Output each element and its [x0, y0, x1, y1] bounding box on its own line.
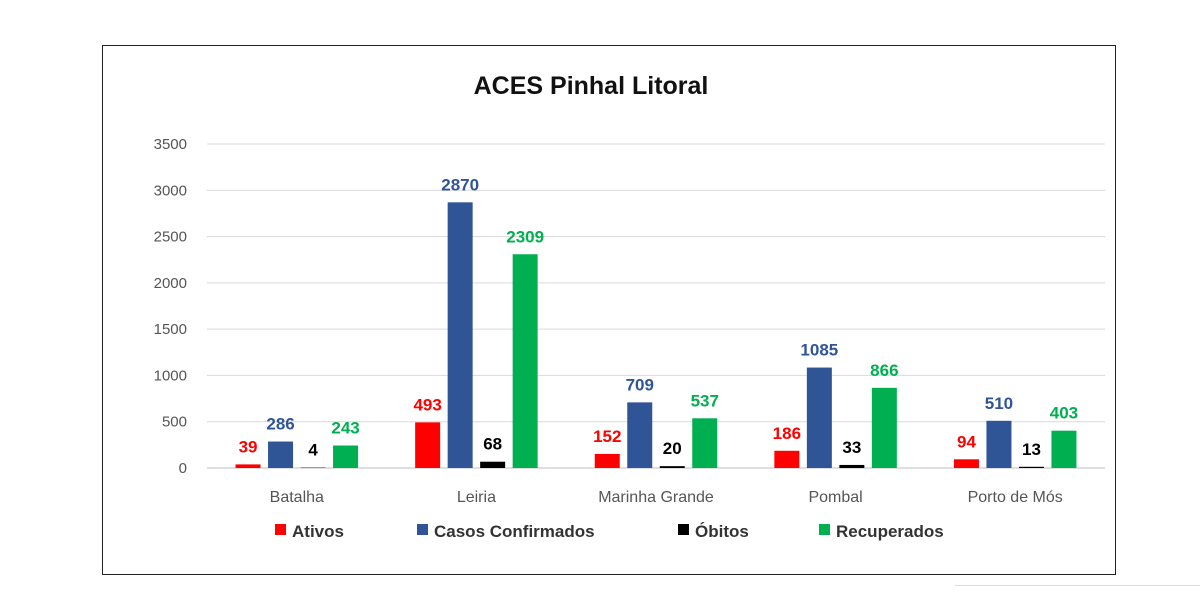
chart-frame: ACES Pinhal Litoral 0 500 1000 1500 2000 2500… [102, 45, 1116, 575]
bar [268, 441, 294, 468]
legend-label: Recuperados [836, 522, 944, 541]
bar [871, 387, 897, 468]
data-label: 243 [331, 419, 359, 438]
legend-label: Ativos [292, 522, 344, 541]
x-tick-label: Leiria [457, 489, 496, 506]
y-tick-label: 3500 [154, 136, 187, 153]
legend-swatch [819, 524, 830, 535]
bars [235, 202, 1077, 468]
data-label: 68 [483, 435, 502, 454]
data-label: 537 [691, 391, 719, 410]
data-label: 403 [1050, 404, 1078, 423]
x-axis: Batalha Leiria Marinha Grande Pombal Porto d… [270, 489, 1063, 506]
data-label: 39 [239, 437, 258, 456]
x-tick-label: Porto de Mós [968, 489, 1063, 506]
data-label: 13 [1022, 440, 1041, 459]
legend-swatch [275, 524, 286, 535]
x-tick-label: Pombal [808, 489, 862, 506]
data-label: 2870 [441, 175, 479, 194]
data-label: 152 [593, 427, 621, 446]
data-label: 866 [870, 361, 898, 380]
data-labels: 39 286 4 243 493 2870 68 2309 152 709 20 537 186 1085… [239, 175, 1079, 459]
data-label: 33 [842, 438, 861, 457]
y-tick-label: 1500 [154, 321, 187, 338]
legend-label: Óbitos [695, 522, 749, 541]
y-tick-label: 0 [179, 460, 187, 477]
bar [415, 422, 441, 468]
gridlines [207, 143, 1105, 469]
y-tick-label: 2000 [154, 275, 187, 292]
bar [806, 367, 832, 468]
data-label: 286 [266, 415, 294, 434]
y-tick-label: 1000 [154, 367, 187, 384]
legend-swatch [417, 524, 428, 535]
x-tick-label: Batalha [270, 489, 324, 506]
bar [692, 418, 718, 468]
legend-swatch [678, 524, 689, 535]
bar [986, 420, 1012, 468]
data-label: 709 [626, 375, 654, 394]
data-label: 4 [308, 441, 318, 460]
divider [955, 585, 1200, 586]
bar [333, 445, 359, 468]
y-tick-label: 3000 [154, 182, 187, 199]
data-label: 186 [773, 424, 801, 443]
bar [953, 459, 979, 468]
bar [1018, 466, 1044, 468]
bar [774, 450, 800, 468]
x-tick-label: Marinha Grande [598, 489, 714, 506]
bar [447, 202, 473, 468]
legend: Ativos Casos Confirmados Óbitos Recuperados [275, 522, 944, 541]
bar [480, 461, 506, 468]
chart-title: ACES Pinhal Litoral [474, 72, 709, 100]
data-label: 1085 [800, 341, 838, 360]
bar [1051, 430, 1077, 468]
y-tick-label: 2500 [154, 229, 187, 246]
data-label: 20 [663, 439, 682, 458]
chart: ACES Pinhal Litoral 0 500 1000 1500 2000 2500… [154, 72, 1105, 541]
bar [839, 464, 865, 468]
bar [627, 402, 653, 468]
y-axis: 0 500 1000 1500 2000 2500 3000 3500 [154, 136, 187, 477]
y-tick-label: 500 [162, 414, 187, 431]
legend-label: Casos Confirmados [434, 522, 595, 541]
bar [659, 466, 685, 468]
data-label: 2309 [506, 227, 544, 246]
bar [235, 464, 261, 468]
bar [594, 453, 620, 468]
data-label: 510 [985, 394, 1013, 413]
data-label: 493 [413, 395, 441, 414]
data-label: 94 [957, 432, 976, 451]
bar [512, 254, 538, 468]
